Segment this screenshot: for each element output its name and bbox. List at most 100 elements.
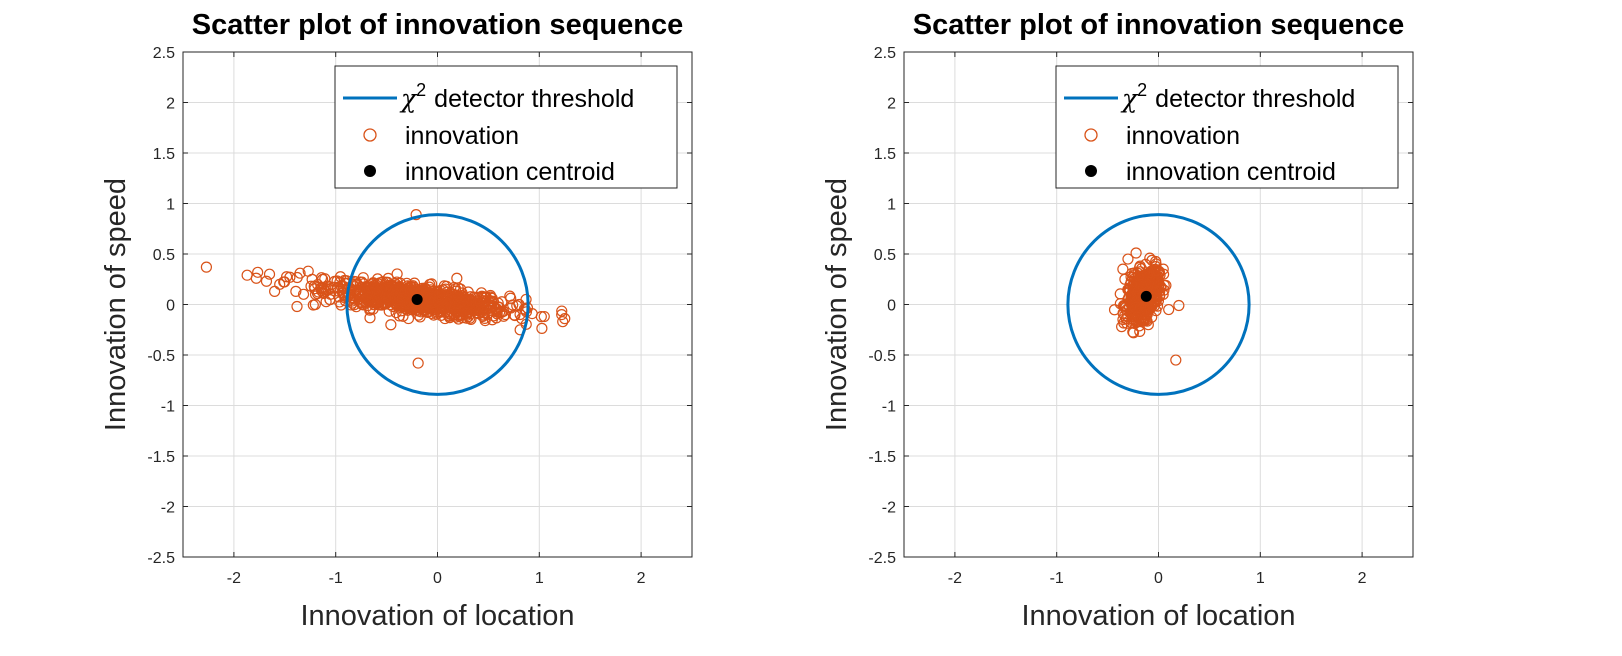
legend-chi-superscript: 2 bbox=[1137, 80, 1147, 100]
threshold-circle bbox=[345, 213, 530, 396]
x-tick-label: 0 bbox=[433, 570, 442, 587]
innovation-point bbox=[436, 294, 448, 306]
legend: χ2 detector threshold innovation innovation… bbox=[334, 65, 678, 189]
innovation-point bbox=[496, 296, 508, 308]
innovation-point bbox=[274, 278, 286, 290]
y-tick-label: 0.5 bbox=[874, 247, 896, 264]
innovation-point bbox=[450, 285, 462, 297]
innovation-point bbox=[1141, 269, 1154, 281]
y-tick-label: -2 bbox=[882, 500, 896, 517]
innovation-point bbox=[461, 307, 473, 319]
innovation-point bbox=[427, 287, 439, 299]
innovation-point bbox=[1127, 326, 1139, 338]
innovation-point bbox=[1119, 273, 1131, 285]
innovation-point bbox=[1173, 299, 1185, 312]
x-tick-label: 2 bbox=[1358, 570, 1367, 587]
innovation-point bbox=[490, 303, 502, 315]
innovation-point bbox=[451, 272, 463, 284]
innovation-point bbox=[1135, 278, 1148, 291]
y-axis-label: Innovation of speed bbox=[100, 178, 132, 431]
innovation-point bbox=[412, 305, 424, 317]
innovation-point bbox=[322, 283, 334, 295]
innovation-point bbox=[559, 313, 571, 325]
y-tick-label: -2 bbox=[161, 500, 175, 517]
legend-innovation-marker bbox=[363, 128, 377, 142]
innovation-centroid bbox=[1140, 290, 1152, 302]
legend-threshold-label: χ2 detector threshold bbox=[1120, 80, 1355, 113]
x-tick-label: 1 bbox=[1256, 570, 1265, 587]
y-tick-label: -0.5 bbox=[147, 348, 175, 365]
x-axis-label: Innovation of location bbox=[1021, 600, 1295, 632]
legend-box bbox=[1055, 65, 1399, 189]
innovation-point bbox=[557, 316, 569, 328]
innovation-point bbox=[252, 266, 264, 278]
innovation-point bbox=[263, 268, 276, 280]
innovation-point bbox=[260, 275, 273, 287]
innovation-point bbox=[291, 300, 303, 313]
legend-box bbox=[334, 65, 678, 189]
threshold-circle bbox=[1066, 213, 1251, 396]
y-tick-label: 2 bbox=[887, 96, 896, 113]
innovation-point bbox=[309, 298, 321, 311]
y-tick-label: 1.5 bbox=[153, 146, 175, 163]
innovation-point bbox=[556, 305, 568, 317]
innovation-point bbox=[1134, 261, 1146, 274]
innovation-point bbox=[538, 310, 550, 323]
innovation-point bbox=[1163, 303, 1175, 316]
innovation-point bbox=[535, 311, 547, 323]
y-tick-label: -1 bbox=[161, 399, 175, 416]
innovation-point bbox=[404, 285, 416, 297]
legend-threshold-label: χ2 detector threshold bbox=[399, 80, 634, 113]
innovation-point bbox=[464, 308, 477, 320]
x-axis-label: Innovation of location bbox=[300, 600, 574, 632]
y-tick-label: 1 bbox=[887, 197, 896, 214]
innovation-point bbox=[477, 309, 489, 321]
innovation-point bbox=[373, 288, 386, 300]
legend-chi-symbol: χ bbox=[1120, 84, 1139, 113]
scatter-panel-1: -2 -1 0 1 2 -2.5 -2 -1.5 -1 -0.5 0 0.5 1 1.5 2 2.5 Scatt… bbox=[100, 9, 693, 632]
innovation-point bbox=[425, 292, 437, 304]
innovation-point bbox=[352, 285, 364, 297]
innovation-point bbox=[1140, 278, 1152, 290]
innovation-point bbox=[1152, 266, 1164, 278]
y-tick-label: 1.5 bbox=[874, 146, 896, 163]
innovation-point bbox=[463, 296, 475, 308]
innovation-point bbox=[1127, 327, 1140, 339]
innovation-point bbox=[1114, 288, 1126, 300]
legend: χ2 detector threshold innovation innovation… bbox=[1055, 65, 1399, 189]
legend-threshold-text: detector threshold bbox=[434, 85, 634, 113]
innovation-point bbox=[438, 302, 451, 314]
innovation-point bbox=[455, 296, 467, 308]
x-tick-label: 2 bbox=[637, 570, 646, 587]
x-tick-label: -1 bbox=[329, 570, 343, 587]
innovation-point bbox=[1154, 285, 1166, 297]
legend-threshold-text: detector threshold bbox=[1155, 85, 1355, 113]
legend-centroid-label: innovation centroid bbox=[405, 158, 615, 186]
x-tick-label: -2 bbox=[227, 570, 241, 587]
innovation-point bbox=[474, 296, 487, 308]
innovation-point bbox=[363, 282, 375, 294]
innovation-point bbox=[250, 272, 262, 284]
x-tick-label: 1 bbox=[535, 570, 544, 587]
innovation-point bbox=[385, 319, 397, 331]
innovation-point bbox=[371, 286, 384, 299]
legend-centroid-marker bbox=[364, 165, 376, 177]
scatter-panel-2: -2 -1 0 1 2 -2.5 -2 -1.5 -1 -0.5 0 0.5 1 1.5 2 2.5 Scatt… bbox=[821, 9, 1414, 632]
legend-centroid-marker bbox=[1085, 165, 1097, 177]
legend-chi-symbol: χ bbox=[399, 84, 418, 113]
innovation-point bbox=[389, 292, 401, 304]
legend-chi-superscript: 2 bbox=[416, 80, 426, 100]
innovation-point bbox=[322, 280, 334, 292]
innovation-point bbox=[284, 271, 296, 283]
legend-innovation-label: innovation bbox=[1126, 122, 1240, 150]
innovation-point bbox=[315, 272, 328, 284]
innovation-point bbox=[476, 291, 488, 304]
y-axis-label: Innovation of speed bbox=[821, 178, 853, 431]
innovation-point bbox=[499, 308, 512, 321]
y-tick-label: 2.5 bbox=[874, 45, 896, 62]
innovation-point bbox=[1150, 255, 1162, 268]
innovation-point bbox=[294, 267, 306, 279]
innovation-point bbox=[1126, 267, 1138, 280]
innovation-point bbox=[1157, 268, 1170, 280]
innovation-point bbox=[1130, 247, 1142, 259]
